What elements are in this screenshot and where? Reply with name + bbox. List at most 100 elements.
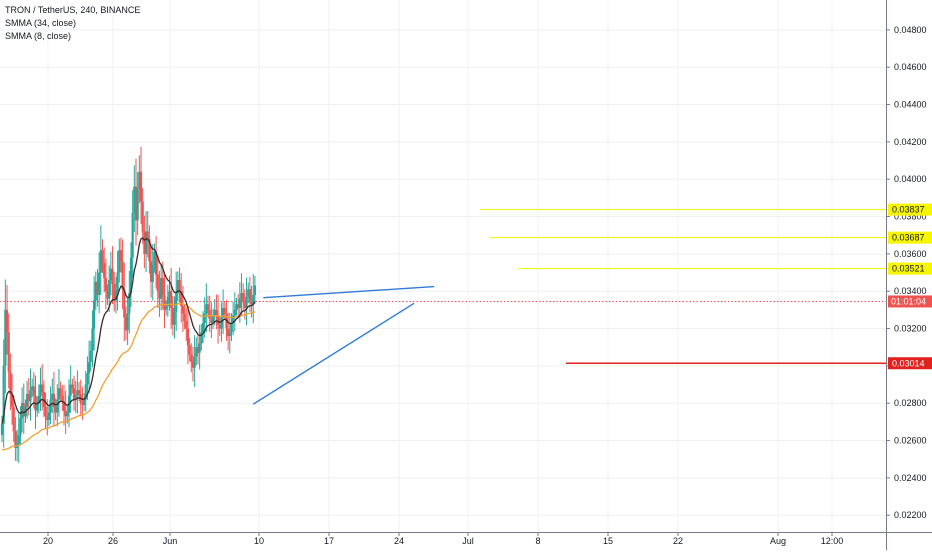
candle-body [41, 384, 44, 392]
candle-body [223, 308, 226, 314]
countdown-badge [888, 295, 932, 308]
candle-body [98, 272, 101, 295]
candle-body [81, 403, 84, 406]
candle-body [242, 293, 245, 303]
candle-body [29, 390, 32, 402]
time-axis[interactable]: 20 26 Jun 10 17 24 Jul 8 15 22 Aug 12:00 [0, 532, 932, 546]
time-tick-label: Jun [163, 536, 178, 546]
candle-body [46, 416, 49, 420]
candle-body [82, 399, 86, 406]
candle-body [106, 291, 109, 299]
candle-body [155, 252, 158, 275]
price-axis[interactable]: 0.022000.024000.026000.028000.030000.032… [886, 0, 932, 550]
candle-body [47, 412, 50, 420]
candle-body [94, 281, 97, 301]
candle-body [2, 365, 5, 424]
candle-body [9, 371, 12, 394]
time-tick-label: 24 [394, 536, 404, 546]
candle-body [59, 388, 62, 396]
price-tick-label: 0.04200 [894, 137, 927, 147]
candle-body [139, 171, 143, 202]
candle-body [56, 399, 59, 413]
candle-body [88, 362, 91, 374]
candle-body [247, 289, 250, 297]
countdown-badge-label: 01:01:04 [891, 296, 926, 306]
candle-body [191, 362, 195, 368]
price-tick-label: 0.03800 [894, 212, 927, 222]
candle-body [173, 311, 176, 325]
candle-body [134, 186, 138, 221]
candle-body [153, 252, 156, 266]
candle-body [0, 423, 4, 435]
legend-smma-long[interactable]: SMMA (34, close) [5, 18, 77, 28]
candle-body [227, 328, 230, 336]
candle-body [66, 412, 69, 417]
candle-body [86, 373, 89, 385]
time-tick-label: Jul [462, 536, 474, 546]
price-tick-label: 0.03600 [894, 249, 927, 259]
candle-body [123, 289, 126, 318]
candle-body [14, 431, 17, 448]
price-level-badge-label: 0.03687 [892, 233, 925, 243]
trendlines [252, 285, 435, 405]
price-tick-label: 0.03400 [894, 286, 927, 296]
price-badges: 0.03837 0.03687 0.03521 0.03014 01:01:04 [888, 203, 932, 370]
price-tick-label: 0.02600 [894, 436, 927, 446]
legend-symbol[interactable]: TRON / TetherUS, 240, BINANCE [5, 5, 141, 15]
candle-body [168, 291, 171, 297]
candle-body [136, 188, 139, 221]
legend-smma-short[interactable]: SMMA (8, close) [5, 31, 72, 41]
candle-body [10, 393, 14, 407]
candle-body [89, 350, 92, 363]
candle-body [111, 268, 114, 284]
candle-body [118, 250, 121, 273]
candle-body [42, 392, 45, 407]
candle-body [143, 231, 146, 254]
candle-body [252, 294, 255, 305]
candle-body [146, 231, 149, 239]
candle-body [210, 319, 213, 323]
candle-body [72, 388, 76, 400]
candle-body [216, 315, 220, 325]
candle-body [61, 395, 64, 402]
candle-body [27, 393, 30, 402]
candle-body [121, 261, 124, 290]
candle-body [22, 403, 25, 417]
candle-body [64, 410, 67, 417]
candle-body [126, 313, 129, 331]
candle-body [233, 309, 236, 316]
price-tick-label: 0.02800 [894, 398, 927, 408]
candle-body [54, 406, 57, 413]
candle-body [220, 317, 223, 329]
candle-body [240, 293, 243, 299]
price-levels [480, 209, 886, 364]
candle-body [103, 263, 106, 279]
candle-body [77, 390, 81, 394]
candle-body [148, 238, 151, 262]
candle-body [138, 171, 141, 189]
candle-body [235, 304, 238, 310]
candle-body [69, 384, 72, 396]
candle-body [104, 278, 107, 292]
moving-averages [1, 237, 256, 451]
candle-body [250, 300, 253, 305]
candles [0, 146, 257, 464]
candle-body [7, 332, 10, 372]
candle-body [178, 280, 181, 292]
candle-body [158, 291, 161, 299]
smma-8-line [1, 237, 256, 424]
time-tick-label: 12:00 [821, 536, 844, 546]
candle-body [156, 274, 159, 292]
price-tick-label: 0.02400 [894, 473, 927, 483]
candle-body [228, 332, 231, 336]
candle-body [245, 296, 248, 308]
candle-body [222, 308, 225, 318]
candle-body [198, 343, 201, 353]
price-tick-label: 0.04400 [894, 100, 927, 110]
candle-body [175, 293, 178, 312]
price-tick-label: 0.02200 [894, 510, 927, 520]
candle-body [128, 293, 131, 314]
candle-body [113, 283, 116, 301]
